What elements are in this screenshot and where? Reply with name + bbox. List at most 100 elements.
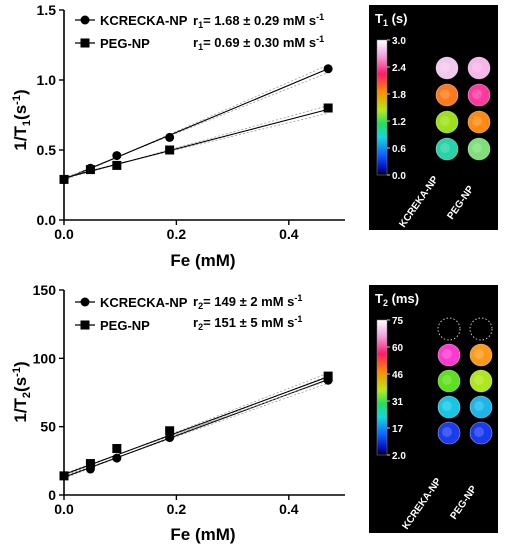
sample-well-highlight bbox=[440, 62, 450, 72]
sample-well bbox=[435, 56, 459, 80]
y-tick-label: 1.0 bbox=[37, 72, 57, 88]
colorbar bbox=[376, 39, 388, 176]
y-axis-label: 1/T2(s-1) bbox=[11, 361, 33, 422]
t1-relaxivity-chart: 0.00.51.01.50.0 0.2 0.4 1/T1(s-1) Fe (mM) … bbox=[11, 2, 345, 270]
data-points bbox=[59, 64, 333, 184]
y-axis-label: 1/T1(s-1) bbox=[11, 89, 33, 150]
data-point-square bbox=[112, 444, 122, 454]
sample-well bbox=[435, 137, 459, 161]
sample-well bbox=[469, 395, 493, 419]
data-point-square bbox=[59, 174, 69, 184]
legend-marker-circle bbox=[80, 297, 90, 307]
data-point-square bbox=[165, 426, 175, 436]
fit-lines bbox=[63, 64, 329, 181]
confidence-band bbox=[63, 380, 329, 474]
legend-marker-square bbox=[80, 38, 90, 48]
sample-well bbox=[437, 395, 461, 419]
sample-well-highlight bbox=[440, 143, 450, 153]
sample-well bbox=[435, 83, 459, 107]
data-point-circle bbox=[112, 151, 122, 161]
sample-well bbox=[467, 137, 491, 161]
sample-well-highlight bbox=[440, 116, 450, 126]
t2-relaxivity-chart: 0 50 100 150 0.0 0.2 0.4 1/T2(s-1) Fe (mM) KCR… bbox=[11, 282, 345, 544]
mri-panel-title: T1 (s) bbox=[375, 11, 407, 28]
sample-well bbox=[435, 110, 459, 134]
fit-line bbox=[63, 68, 329, 180]
sample-well-highlight bbox=[442, 349, 452, 359]
sample-well bbox=[469, 421, 493, 445]
data-point-square bbox=[85, 459, 95, 469]
data-point-square bbox=[85, 165, 95, 175]
legend-marker-circle bbox=[80, 15, 90, 25]
relaxivity-annotation: r1= 0.69 ± 0.30 mM s-1 bbox=[193, 34, 324, 52]
legend: KCRECKA-NP PEG-NP bbox=[75, 295, 188, 333]
x-tick-label: 0.2 bbox=[167, 226, 187, 242]
colorbar-label: 0.0 bbox=[392, 171, 406, 182]
legend-label: KCRECKA-NP bbox=[100, 13, 188, 28]
sample-well-highlight bbox=[442, 427, 452, 437]
sample-well-highlight bbox=[440, 89, 450, 99]
colorbar-label: 1.8 bbox=[392, 90, 406, 101]
x-tick-label: 0.0 bbox=[54, 226, 74, 242]
colorbar-label: 60 bbox=[392, 343, 404, 354]
sample-well-highlight bbox=[472, 89, 482, 99]
data-point-square bbox=[59, 471, 69, 481]
sample-well bbox=[437, 317, 461, 341]
x-tick-label: 0.4 bbox=[279, 226, 299, 242]
axes bbox=[63, 290, 345, 496]
sample-well bbox=[467, 83, 491, 107]
colorbar-label: 2.4 bbox=[392, 63, 406, 74]
confidence-band bbox=[63, 372, 329, 476]
legend: KCRECKA-NP PEG-NP bbox=[75, 13, 188, 51]
sample-well-highlight bbox=[442, 375, 452, 385]
y-tick-label: 1.5 bbox=[37, 2, 57, 18]
y-tick-label: 100 bbox=[33, 350, 57, 366]
sample-well-highlight bbox=[474, 375, 484, 385]
mri-panel-t1: T1 (s) 3.02.41.81.20.60.0 KCREKA-NP PEG-… bbox=[369, 5, 498, 230]
relaxivity-annotation: r2= 151 ± 5 mM s-1 bbox=[193, 314, 302, 332]
sample-well-highlight bbox=[474, 427, 484, 437]
data-point-square bbox=[323, 371, 333, 381]
sample-well bbox=[467, 56, 491, 80]
sample-well-highlight bbox=[474, 349, 484, 359]
sample-well bbox=[469, 369, 493, 393]
data-point-circle bbox=[112, 453, 122, 463]
colorbar-label: 2.0 bbox=[392, 451, 406, 462]
fit-line bbox=[63, 108, 329, 179]
x-tick-label: 0.0 bbox=[54, 501, 74, 517]
relaxivity-annotation: r1= 1.68 ± 0.29 mM s-1 bbox=[193, 12, 324, 30]
sample-well-highlight bbox=[474, 401, 484, 411]
mri-panel-title: T2 (ms) bbox=[375, 291, 419, 308]
data-point-circle bbox=[165, 433, 175, 443]
x-tick-label: 0.4 bbox=[279, 501, 299, 517]
sample-well bbox=[437, 369, 461, 393]
sample-well bbox=[469, 343, 493, 367]
legend-label: KCRECKA-NP bbox=[100, 295, 188, 310]
data-point-square bbox=[323, 103, 333, 113]
colorbar-labels: 75 60 46 31 17 2.0 bbox=[387, 316, 406, 462]
data-points bbox=[59, 371, 333, 481]
y-tick-label: 150 bbox=[33, 282, 57, 298]
fit-line bbox=[63, 376, 329, 476]
x-tick-label: 0.2 bbox=[167, 501, 187, 517]
data-point-circle bbox=[323, 64, 333, 74]
data-point-square bbox=[112, 160, 122, 170]
axes bbox=[63, 10, 345, 221]
sample-well-highlight bbox=[442, 401, 452, 411]
y-tick-label: 50 bbox=[40, 419, 56, 435]
legend-marker-square bbox=[80, 320, 90, 330]
colorbar-label: 17 bbox=[392, 424, 404, 435]
y-tick-label: 0.5 bbox=[37, 142, 57, 158]
sample-well bbox=[467, 110, 491, 134]
colorbar-labels: 3.0 2.4 1.8 1.2 0.6 0.0 bbox=[387, 36, 406, 182]
sample-well bbox=[437, 343, 461, 367]
sample-well-highlight bbox=[472, 143, 482, 153]
relaxivity-annotation: r2= 149 ± 2 mM s-1 bbox=[193, 293, 302, 311]
colorbar-label: 0.6 bbox=[392, 144, 406, 155]
colorbar-label: 31 bbox=[392, 397, 404, 408]
legend-label: PEG-NP bbox=[100, 318, 150, 333]
sample-well-highlight bbox=[472, 62, 482, 72]
data-point-square bbox=[165, 145, 175, 155]
